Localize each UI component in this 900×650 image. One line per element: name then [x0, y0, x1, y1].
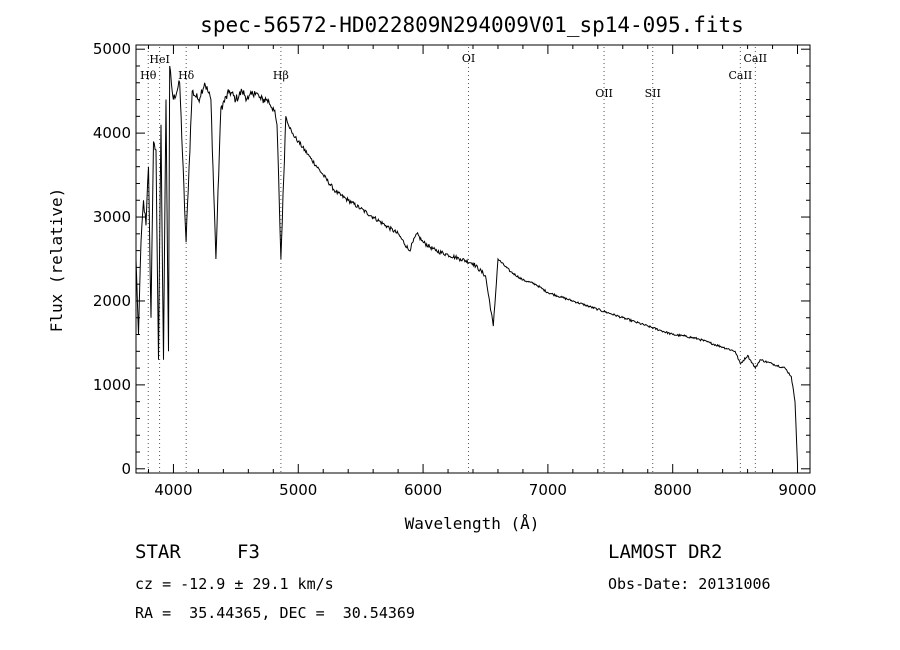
line-marker-labels: Hθ HeI Hδ Hβ OI OII SII CaII CaII: [140, 52, 767, 100]
x-tick-label: 5000: [279, 481, 317, 499]
line-marker-label: CaII: [729, 69, 753, 82]
line-marker-label: SII: [645, 87, 661, 100]
y-axis-label: Flux (relative): [47, 188, 66, 333]
line-marker-label: Hβ: [273, 69, 289, 82]
redshift-label: cz = -12.9 ± 29.1 km/s: [135, 575, 334, 593]
line-marker-label: OII: [595, 87, 613, 100]
x-tick-label: 7000: [529, 481, 567, 499]
plot-frame: [135, 44, 811, 474]
x-tick-label: 4000: [154, 481, 192, 499]
y-tick-label: 4000: [93, 124, 131, 142]
obs-date-label: Obs-Date: 20131006: [608, 575, 771, 593]
y-tick-label: 3000: [93, 208, 131, 226]
subclass-label: F3: [237, 541, 260, 563]
x-axis-ticks: 4000 5000 6000 7000 8000 9000: [147, 45, 817, 499]
line-marker-label: CaII: [743, 52, 767, 65]
x-tick-label: 9000: [778, 481, 816, 499]
spectrum-plot: [135, 65, 798, 465]
chart-title: spec-56572-HD022809N294009V01_sp14-095.f…: [200, 13, 744, 37]
x-axis-label: Wavelength (Å): [405, 514, 540, 533]
line-marker-label: HeI: [149, 53, 169, 66]
y-tick-label: 0: [121, 460, 131, 478]
line-marker-label: Hθ: [140, 69, 157, 82]
line-markers: [147, 47, 756, 472]
y-axis-ticks: 0 1000 2000 3000 4000 5000: [93, 40, 810, 478]
y-tick-label: 2000: [93, 292, 131, 310]
coordinates-label: RA = 35.44365, DEC = 30.54369: [135, 604, 415, 622]
class-label: STAR: [135, 541, 181, 563]
line-marker-label: OI: [462, 52, 475, 65]
y-tick-label: 5000: [93, 40, 131, 58]
spectrum-line: [135, 65, 798, 465]
y-tick-label: 1000: [93, 376, 131, 394]
survey-label: LAMOST DR2: [608, 541, 723, 563]
x-tick-label: 6000: [404, 481, 442, 499]
x-tick-label: 8000: [654, 481, 692, 499]
line-marker-label: Hδ: [178, 69, 195, 82]
